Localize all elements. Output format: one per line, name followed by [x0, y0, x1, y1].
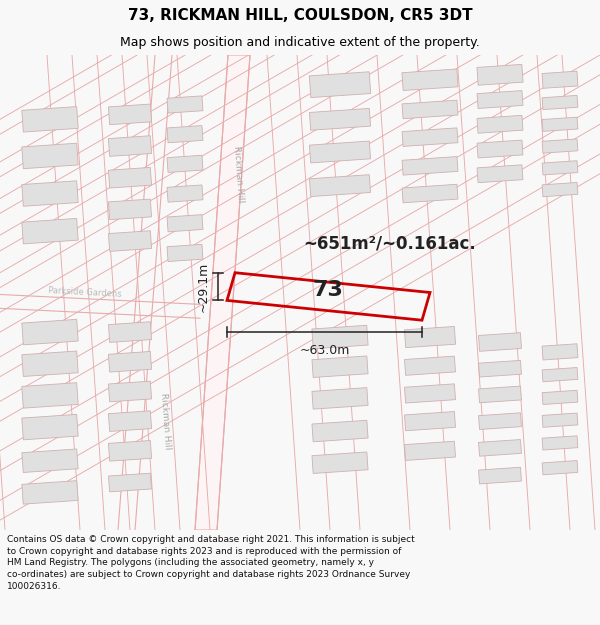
Polygon shape	[402, 69, 458, 91]
Polygon shape	[109, 104, 152, 124]
Polygon shape	[479, 361, 521, 377]
Polygon shape	[22, 382, 78, 408]
Polygon shape	[22, 449, 78, 472]
Polygon shape	[402, 100, 458, 119]
Polygon shape	[22, 481, 78, 504]
Polygon shape	[109, 351, 152, 372]
Polygon shape	[542, 413, 578, 428]
Polygon shape	[312, 452, 368, 474]
Polygon shape	[542, 344, 578, 360]
Polygon shape	[195, 55, 250, 530]
Polygon shape	[109, 411, 152, 431]
Polygon shape	[310, 108, 371, 130]
Polygon shape	[542, 96, 578, 109]
Polygon shape	[479, 412, 521, 429]
Polygon shape	[312, 325, 368, 349]
Polygon shape	[109, 231, 152, 251]
Text: Rickman Hill: Rickman Hill	[158, 392, 172, 450]
Polygon shape	[479, 468, 521, 484]
Polygon shape	[109, 441, 152, 461]
Polygon shape	[22, 107, 78, 132]
Polygon shape	[542, 139, 578, 153]
Polygon shape	[542, 436, 578, 450]
Polygon shape	[22, 143, 78, 169]
Polygon shape	[167, 214, 203, 232]
Polygon shape	[109, 381, 152, 402]
Polygon shape	[542, 161, 578, 175]
Polygon shape	[167, 96, 203, 113]
Polygon shape	[477, 165, 523, 182]
Polygon shape	[22, 218, 78, 244]
Polygon shape	[312, 356, 368, 377]
Polygon shape	[402, 128, 458, 146]
Polygon shape	[542, 71, 578, 88]
Polygon shape	[109, 168, 152, 188]
Text: 73: 73	[313, 279, 343, 299]
Polygon shape	[109, 136, 152, 156]
Text: ~63.0m: ~63.0m	[299, 344, 350, 357]
Text: Rickman Hill: Rickman Hill	[232, 145, 244, 202]
Polygon shape	[22, 414, 78, 440]
Polygon shape	[404, 384, 455, 403]
Polygon shape	[310, 72, 371, 98]
Polygon shape	[109, 473, 151, 492]
Polygon shape	[109, 199, 152, 219]
Polygon shape	[479, 439, 521, 456]
Polygon shape	[310, 141, 371, 163]
Polygon shape	[477, 64, 523, 85]
Text: 73, RICKMAN HILL, COULSDON, CR5 3DT: 73, RICKMAN HILL, COULSDON, CR5 3DT	[128, 8, 472, 23]
Text: ~29.1m: ~29.1m	[197, 261, 210, 312]
Polygon shape	[477, 116, 523, 133]
Polygon shape	[542, 390, 578, 404]
Polygon shape	[404, 356, 455, 376]
Polygon shape	[404, 326, 455, 348]
Polygon shape	[477, 91, 523, 109]
Polygon shape	[167, 155, 203, 172]
Text: ~651m²/~0.161ac.: ~651m²/~0.161ac.	[304, 234, 476, 252]
Polygon shape	[404, 411, 455, 431]
Text: Parkside Gardens: Parkside Gardens	[48, 286, 122, 298]
Polygon shape	[479, 386, 521, 402]
Polygon shape	[22, 319, 78, 345]
Polygon shape	[22, 351, 78, 376]
Polygon shape	[479, 332, 521, 351]
Text: Map shows position and indicative extent of the property.: Map shows position and indicative extent…	[120, 36, 480, 49]
Polygon shape	[109, 322, 152, 342]
Polygon shape	[167, 185, 203, 202]
Polygon shape	[542, 117, 578, 131]
Polygon shape	[22, 181, 78, 206]
Polygon shape	[542, 368, 578, 382]
Polygon shape	[167, 126, 203, 142]
Polygon shape	[542, 182, 578, 197]
Polygon shape	[312, 420, 368, 442]
Polygon shape	[402, 184, 458, 203]
Polygon shape	[310, 175, 371, 196]
Polygon shape	[477, 140, 523, 158]
Polygon shape	[542, 461, 578, 475]
Polygon shape	[167, 244, 203, 261]
Polygon shape	[402, 156, 458, 175]
Polygon shape	[312, 388, 368, 409]
Text: Contains OS data © Crown copyright and database right 2021. This information is : Contains OS data © Crown copyright and d…	[7, 535, 415, 591]
Polygon shape	[404, 441, 455, 461]
